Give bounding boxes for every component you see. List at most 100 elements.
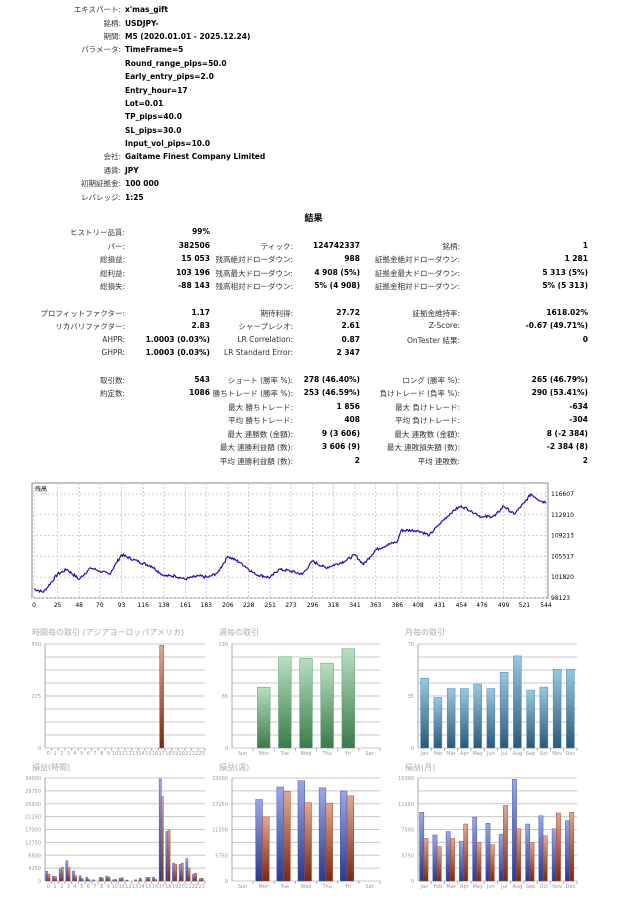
x-tick-label: 386 <box>392 602 404 609</box>
x-tick-label: Aug <box>512 884 522 890</box>
result-value: 1618.02% <box>546 307 588 317</box>
bar-profit <box>192 873 195 882</box>
x-tick-label: 228 <box>243 602 255 609</box>
info-value: Entry_hour=17 <box>125 85 188 95</box>
x-tick-label: 93 <box>118 602 126 609</box>
bar-profit <box>445 831 451 882</box>
bar-chart-title: 週毎の取引 <box>219 627 259 637</box>
bar-loss <box>304 802 312 882</box>
x-tick-label: 9 <box>107 751 110 757</box>
info-row: Input_vol_pips=10.0 <box>0 137 400 150</box>
info-value: Round_range_pips=50.0 <box>125 58 227 68</box>
y-tick-label: 0 <box>38 746 41 752</box>
y-tick-label: 29750 <box>25 789 41 795</box>
bar-trades <box>539 686 549 749</box>
bar-trades <box>446 688 456 749</box>
x-tick-label: 21 <box>185 884 191 890</box>
x-tick-label: Jul <box>500 884 507 890</box>
result-label: 証拠金相対ドローダウン: <box>374 282 460 291</box>
bar-loss <box>181 862 184 882</box>
x-tick-label: 0 <box>47 884 50 890</box>
bar-profit <box>112 879 115 882</box>
info-value: Early_entry_pips=2.0 <box>125 72 214 82</box>
result-label: LR Standard Error: <box>224 348 293 357</box>
x-tick-label: Wed <box>301 751 312 757</box>
bar-profit <box>165 831 169 882</box>
y-tick-label: 34000 <box>25 776 41 782</box>
x-tick-label: Tue <box>280 884 290 890</box>
bar-loss <box>436 846 442 882</box>
bar-loss <box>556 812 561 882</box>
result-value: 408 <box>344 415 360 424</box>
bar-trades <box>460 688 469 749</box>
info-row: SL_pips=30.0 <box>0 124 400 137</box>
x-tick-label: Tue <box>280 751 290 757</box>
x-tick-label: 318 <box>328 602 340 609</box>
result-value: 0.87 <box>341 334 360 344</box>
bar-loss <box>87 879 91 882</box>
bar-loss <box>114 879 117 882</box>
result-label: 平均 負けトレード: <box>395 416 460 425</box>
y-tick-label: 116607 <box>551 491 574 498</box>
info-value: Input_vol_pips=10.0 <box>125 139 211 149</box>
bar-profit <box>297 780 305 882</box>
result-label: Z-Score: <box>428 321 460 330</box>
result-row: 最大 勝ちトレード: 1 856 最大 負けトレード: -634 <box>0 400 627 414</box>
y-tick-label: 0 <box>38 879 41 885</box>
y-tick-label: 21250 <box>25 815 41 821</box>
result-value: 8 (-2 384) <box>546 428 588 438</box>
bar-profit <box>419 812 425 882</box>
bar-profit <box>92 879 95 882</box>
bar-profit <box>551 828 557 882</box>
bar-profit <box>276 786 284 882</box>
bar-profit <box>145 877 149 882</box>
result-row: バー: 382506 ティック: 124742337 銘柄: 1 <box>0 239 627 253</box>
result-label: 勝ちトレード (勝率 %): <box>212 389 293 398</box>
y-tick-label: 112910 <box>551 512 574 519</box>
bar-profit <box>52 875 55 882</box>
result-label: 総損益: <box>99 255 125 264</box>
result-label: 平均 連勝利益額 (数): <box>219 456 293 466</box>
result-value: 9 (3 606) <box>321 428 360 438</box>
x-tick-label: 12 <box>125 884 131 890</box>
bar-loss <box>54 876 57 882</box>
y-tick-label: 275 <box>31 694 41 700</box>
x-tick-label: Oct <box>540 884 549 890</box>
info-value: TimeFrame=5 <box>125 45 184 55</box>
info-row: 通貨: JPY <box>0 164 400 177</box>
bar-profit <box>340 790 348 882</box>
bar-profit <box>485 823 491 882</box>
result-value: -634 <box>569 401 588 411</box>
info-row: Lot=0.01 <box>0 97 400 110</box>
result-label: 期待利得: <box>260 308 293 318</box>
bar-chart-title: 月毎の取引 <box>405 627 445 637</box>
x-tick-label: Thu <box>321 884 331 890</box>
y-tick-label: 3750 <box>401 853 414 859</box>
result-label: 平均 連敗数: <box>417 456 460 466</box>
info-label: パラメータ: <box>81 45 121 55</box>
result-label: 総利益: <box>99 268 125 278</box>
result-label: 最大 負けトレード: <box>395 402 460 412</box>
x-tick-label: 9 <box>107 884 110 890</box>
x-tick-label: 22 <box>192 751 198 757</box>
result-label: ショート (勝率 %): <box>227 375 293 385</box>
info-row: レバレッジ: 1:25 <box>0 190 400 203</box>
bar-profit <box>105 875 109 882</box>
x-tick-label: 183 <box>201 602 213 609</box>
bar-loss <box>476 842 482 882</box>
x-tick-label: Jan <box>420 884 429 890</box>
result-value: 5% (5 313) <box>542 281 588 290</box>
bar-trades <box>299 658 313 749</box>
y-tick-label: 5750 <box>215 853 228 859</box>
x-tick-label: 0 <box>32 602 36 609</box>
x-tick-label: 16 <box>152 884 158 890</box>
y-tick-label: 98123 <box>551 595 570 602</box>
y-tick-label: 109213 <box>551 533 574 540</box>
result-value: 1.17 <box>191 307 210 317</box>
bar-trades <box>433 697 443 749</box>
result-value: 1 856 <box>336 401 361 411</box>
result-row: 平均 勝ちトレード: 408 平均 負けトレード: -304 <box>0 413 627 427</box>
x-tick-label: 18 <box>165 884 171 890</box>
result-value: 543 <box>194 374 210 384</box>
result-row: 最大 連勝数 (金額): 9 (3 606) 最大 連敗数 (金額): 8 (-2 3… <box>0 427 627 441</box>
